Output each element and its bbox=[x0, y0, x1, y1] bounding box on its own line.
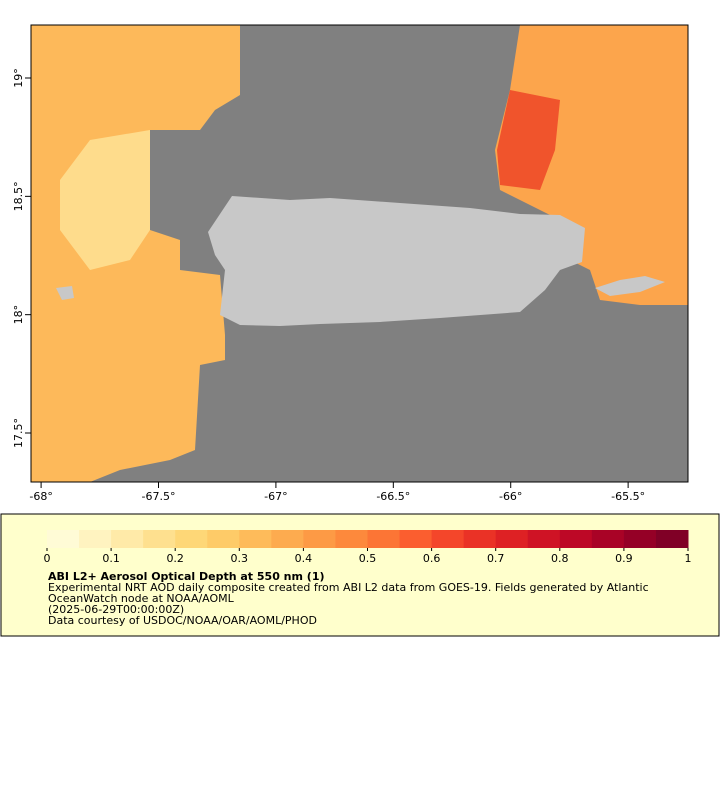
colorbar-swatch bbox=[271, 530, 304, 548]
colorbar-tick-label: 0.4 bbox=[295, 552, 313, 565]
aerosol-east bbox=[495, 25, 688, 305]
colorbar-swatch bbox=[47, 530, 80, 548]
colorbar-tick-label: 0.8 bbox=[551, 552, 569, 565]
colorbar-swatch bbox=[367, 530, 401, 548]
colorbar-tick-label: 0.7 bbox=[487, 552, 505, 565]
colorbar-tick-label: 0.6 bbox=[423, 552, 441, 565]
y-tick-label: 17.5° bbox=[12, 418, 25, 448]
x-tick-label: -66.5° bbox=[376, 490, 410, 503]
colorbar-tick-label: 0.2 bbox=[166, 552, 184, 565]
colorbar-swatch bbox=[527, 530, 561, 548]
colorbar-swatch bbox=[303, 530, 336, 548]
colorbar-swatch bbox=[143, 530, 176, 548]
colorbar-swatch bbox=[623, 530, 657, 548]
colorbar-swatch bbox=[239, 530, 272, 548]
colorbar-swatch bbox=[207, 530, 240, 548]
legend-description: Experimental NRT AOD daily composite cre… bbox=[48, 581, 649, 594]
legend-description: OceanWatch node at NOAA/AOML bbox=[48, 592, 235, 605]
colorbar-swatch bbox=[335, 530, 368, 548]
aerosol-east-high bbox=[497, 90, 560, 190]
y-tick-label: 18.5° bbox=[12, 181, 25, 211]
island-mona bbox=[56, 286, 74, 300]
colorbar-tick-label: 0 bbox=[44, 552, 51, 565]
plot-frame bbox=[30, 24, 689, 483]
colorbar-swatch bbox=[495, 530, 529, 548]
y-tick-label: 18° bbox=[12, 305, 25, 325]
colorbar-swatch bbox=[431, 530, 465, 548]
x-tick-label: -67.5° bbox=[142, 490, 176, 503]
colorbar-tick-label: 0.1 bbox=[102, 552, 120, 565]
aerosol-west-light bbox=[60, 130, 150, 270]
colorbar-swatch bbox=[655, 530, 689, 548]
colorbar-tick-label: 0.5 bbox=[359, 552, 377, 565]
colorbar-swatch bbox=[559, 530, 593, 548]
colorbar-swatch bbox=[79, 530, 112, 548]
colorbar-tick-label: 1 bbox=[685, 552, 692, 565]
colorbar-swatch bbox=[111, 530, 144, 548]
aerosol-west bbox=[31, 25, 240, 482]
colorbar-tick-label: 0.9 bbox=[615, 552, 633, 565]
legend-description: Data courtesy of USDOC/NOAA/OAR/AOML/PHO… bbox=[48, 614, 317, 627]
y-tick-label: 19° bbox=[12, 68, 25, 88]
legend-description: (2025-06-29T00:00:00Z) bbox=[48, 603, 184, 616]
legend-title: ABI L2+ Aerosol Optical Depth at 550 nm … bbox=[48, 570, 325, 583]
island-vieques bbox=[595, 276, 665, 296]
colorbar-swatch bbox=[175, 530, 208, 548]
x-tick-label: -68° bbox=[29, 490, 52, 503]
x-tick-label: -65.5° bbox=[611, 490, 645, 503]
x-tick-label: -66° bbox=[499, 490, 522, 503]
colorbar-swatch bbox=[399, 530, 433, 548]
colorbar-swatch bbox=[463, 530, 497, 548]
colorbar-tick-label: 0.3 bbox=[231, 552, 249, 565]
colorbar-swatch bbox=[591, 530, 625, 548]
island-puerto-rico bbox=[208, 196, 585, 326]
x-tick-label: -67° bbox=[264, 490, 287, 503]
